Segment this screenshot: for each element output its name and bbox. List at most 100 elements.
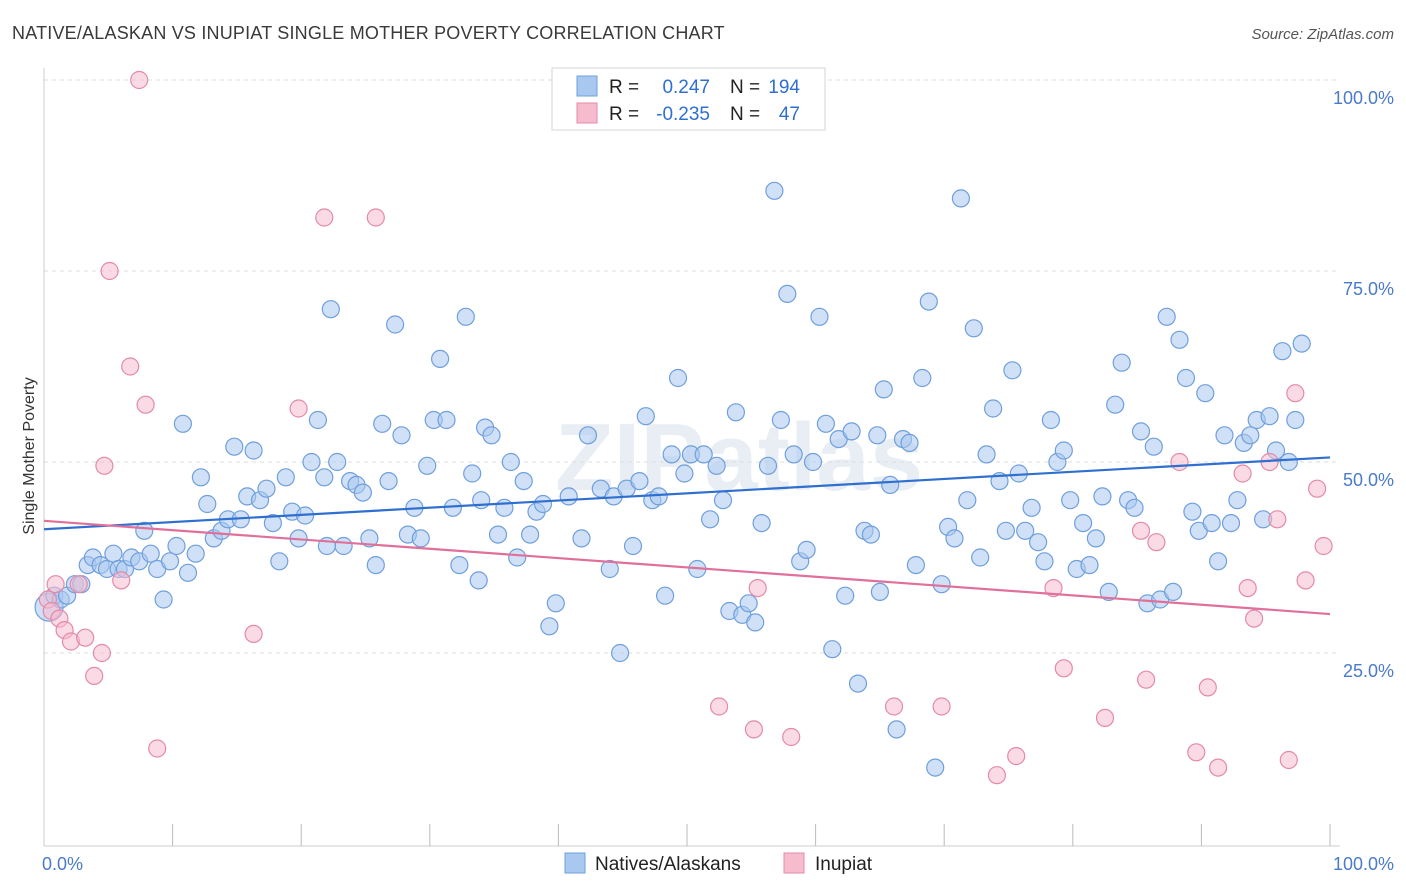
- inupiat-point-33: [1136, 670, 1156, 689]
- native-point-92: [655, 586, 675, 605]
- inupiat-point-38: [1208, 758, 1228, 777]
- inupiat-point-23: [748, 578, 767, 598]
- native-point-180: [1221, 513, 1241, 533]
- native-point-190: [1286, 410, 1305, 430]
- bottom-legend-label-pink: Inupiat: [815, 854, 873, 875]
- native-point-174: [1183, 502, 1202, 521]
- native-point-89: [636, 407, 655, 426]
- native-point-93: [662, 445, 681, 464]
- native-point-73: [508, 548, 527, 567]
- bottom-legend-swatch-pink: [783, 852, 805, 874]
- native-point-195: [870, 582, 890, 602]
- native-point-94: [668, 368, 688, 388]
- legend-r-value-blue: 0.247: [662, 77, 710, 98]
- native-point-41: [302, 452, 321, 472]
- native-point-51: [366, 555, 385, 575]
- inupiat-point-20: [366, 208, 385, 227]
- native-point-19: [160, 552, 180, 571]
- native-point-138: [951, 189, 971, 208]
- natives-alaskans-trendline: [43, 456, 1331, 531]
- inupiat-point-47: [1307, 479, 1327, 498]
- native-point-42: [308, 410, 327, 430]
- inupiat-point-13: [121, 357, 140, 376]
- native-point-159: [1086, 529, 1106, 548]
- native-point-65: [456, 307, 475, 326]
- inupiat-point-10: [95, 456, 114, 475]
- inupiat-point-18: [289, 399, 308, 418]
- inupiat-point-41: [1244, 609, 1264, 628]
- native-point-66: [463, 464, 482, 483]
- native-point-140: [964, 319, 983, 338]
- legend-r-label-blue: R =: [609, 77, 639, 98]
- native-point-168: [1144, 437, 1163, 456]
- native-point-165: [1125, 498, 1144, 517]
- inupiat-point-40: [1238, 578, 1257, 598]
- native-point-69: [482, 426, 501, 445]
- native-point-91: [649, 487, 668, 506]
- native-point-173: [1176, 368, 1196, 388]
- native-point-151: [1035, 552, 1054, 571]
- native-point-107: [752, 513, 771, 533]
- native-point-103: [726, 403, 746, 422]
- native-point-85: [610, 643, 630, 663]
- native-point-52: [373, 414, 392, 433]
- x-tick-0: 0.0%: [42, 854, 83, 874]
- x-axis-ticks: [172, 824, 1331, 846]
- inupiat-point-35: [1170, 452, 1189, 472]
- native-point-45: [328, 452, 347, 472]
- inupiat-point-17: [244, 624, 263, 644]
- native-point-126: [874, 380, 893, 399]
- native-point-20: [167, 536, 186, 556]
- y-tick-50: 50.0%: [1343, 470, 1394, 490]
- inupiat-trendline: [43, 519, 1331, 616]
- inupiat-point-43: [1268, 510, 1287, 529]
- native-point-172: [1170, 330, 1189, 349]
- inupiat-point-37: [1198, 678, 1217, 697]
- native-point-100: [707, 456, 726, 475]
- native-point-24: [191, 468, 210, 487]
- native-point-77: [533, 494, 553, 514]
- inupiat-point-11: [100, 261, 119, 281]
- native-point-59: [418, 456, 437, 475]
- inupiat-point-44: [1279, 750, 1298, 770]
- native-point-183: [1241, 426, 1260, 445]
- inupiat-point-12: [112, 571, 131, 590]
- legend-n-value-pink: 47: [779, 104, 800, 125]
- native-point-162: [1106, 395, 1125, 414]
- native-point-137: [945, 529, 964, 548]
- inupiat-point-9: [92, 643, 112, 663]
- native-point-95: [675, 464, 694, 483]
- y-axis-label: Single Mother Poverty: [21, 377, 38, 534]
- native-point-155: [1061, 491, 1080, 510]
- native-point-179: [1215, 426, 1234, 445]
- native-point-29: [225, 437, 244, 456]
- chart-title: NATIVE/ALASKAN VS INUPIAT SINGLE MOTHER …: [12, 23, 725, 43]
- inupiat-point-31: [1095, 708, 1115, 728]
- native-point-71: [495, 498, 514, 517]
- native-point-98: [694, 445, 713, 464]
- native-point-163: [1112, 353, 1131, 372]
- inupiat-point-7: [76, 628, 95, 647]
- native-point-127: [881, 475, 900, 494]
- native-point-106: [746, 613, 765, 632]
- inupiat-point-34: [1147, 533, 1166, 552]
- native-point-135: [932, 575, 951, 594]
- native-point-81: [572, 529, 591, 548]
- y-tick-labels: 25.0% 50.0% 75.0% 100.0%: [1333, 88, 1394, 681]
- inupiat-point-25: [884, 697, 904, 716]
- native-point-186: [1260, 407, 1279, 426]
- native-point-88: [630, 472, 649, 491]
- native-point-37: [276, 468, 295, 487]
- inupiat-point-30: [1054, 659, 1073, 678]
- inupiat-point-8: [85, 666, 104, 686]
- x-tick-100: 100.0%: [1333, 854, 1394, 874]
- native-point-111: [778, 284, 797, 303]
- legend-n-label-blue: N =: [730, 77, 760, 98]
- native-point-160: [1093, 487, 1112, 506]
- native-point-54: [386, 315, 405, 334]
- native-point-189: [1279, 452, 1298, 472]
- legend-r-label-pink: R =: [609, 104, 639, 125]
- native-point-67: [469, 571, 488, 590]
- native-point-18: [154, 590, 173, 609]
- native-point-34: [257, 479, 276, 498]
